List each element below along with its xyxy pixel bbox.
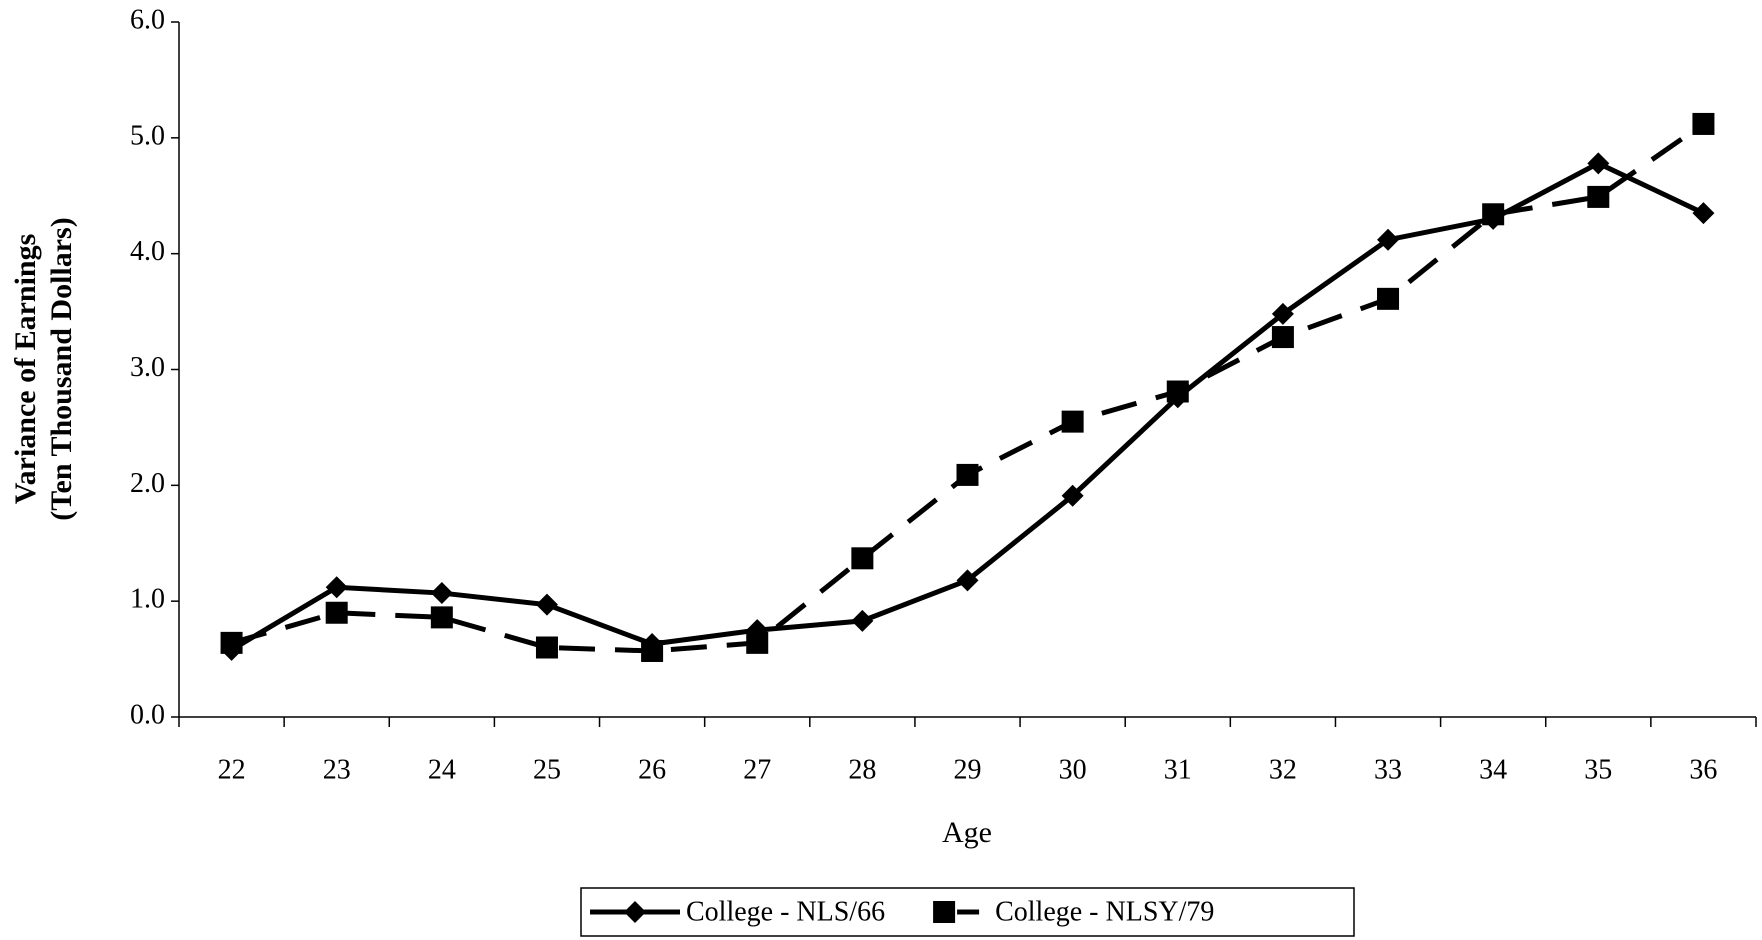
- marker: [624, 901, 646, 923]
- marker: [1271, 302, 1294, 325]
- marker: [1377, 228, 1400, 251]
- marker: [535, 593, 558, 616]
- marker: [535, 636, 558, 659]
- marker: [956, 569, 979, 592]
- marker: [641, 639, 664, 662]
- legend: College - NLS/66 College - NLSY/79: [580, 887, 1355, 937]
- x-tick-label: 23: [323, 754, 351, 785]
- marker: [1271, 326, 1294, 349]
- x-tick-label: 25: [533, 754, 561, 785]
- x-tick-label: 34: [1479, 754, 1507, 785]
- x-tick-label: 36: [1689, 754, 1717, 785]
- x-tick-label: 35: [1584, 754, 1612, 785]
- marker: [1692, 112, 1715, 135]
- x-tick-label: 32: [1269, 754, 1297, 785]
- x-tick-label: 24: [428, 754, 456, 785]
- marker: [933, 901, 956, 923]
- x-tick-label: 31: [1164, 754, 1192, 785]
- x-tick-label: 33: [1374, 754, 1402, 785]
- marker: [325, 576, 348, 599]
- y-tick-label: 1.0: [130, 584, 165, 615]
- marker: [1482, 203, 1505, 226]
- x-axis-label: Age: [942, 816, 992, 849]
- marker: [1587, 152, 1610, 175]
- marker: [956, 463, 979, 486]
- marker: [851, 547, 874, 570]
- marker: [430, 606, 453, 629]
- marker: [851, 609, 874, 632]
- y-axis-label: (Ten Thousand Dollars): [45, 217, 78, 520]
- y-tick-label: 2.0: [130, 468, 165, 499]
- x-tick-label: 30: [1059, 754, 1087, 785]
- y-tick-label: 0.0: [130, 699, 165, 730]
- marker: [1061, 484, 1084, 507]
- marker: [325, 601, 348, 624]
- legend-label: College - NLS/66: [686, 896, 885, 927]
- y-tick-label: 5.0: [130, 120, 165, 151]
- y-axis-label: Variance of Earnings: [9, 234, 42, 505]
- legend-label: College - NLSY/79: [995, 896, 1214, 927]
- marker: [430, 582, 453, 605]
- marker: [220, 631, 243, 654]
- x-tick-label: 29: [954, 754, 982, 785]
- x-tick-label: 27: [743, 754, 771, 785]
- x-tick-label: 26: [638, 754, 666, 785]
- marker: [1692, 202, 1715, 225]
- x-tick-label: 28: [848, 754, 876, 785]
- y-tick-label: 6.0: [130, 4, 165, 35]
- marker: [1377, 287, 1400, 310]
- y-tick-label: 3.0: [130, 352, 165, 383]
- marker: [1166, 380, 1189, 403]
- marker: [1587, 185, 1610, 208]
- y-tick-label: 4.0: [130, 236, 165, 267]
- marker: [1061, 410, 1084, 433]
- marker: [746, 631, 769, 654]
- x-tick-label: 22: [218, 754, 246, 785]
